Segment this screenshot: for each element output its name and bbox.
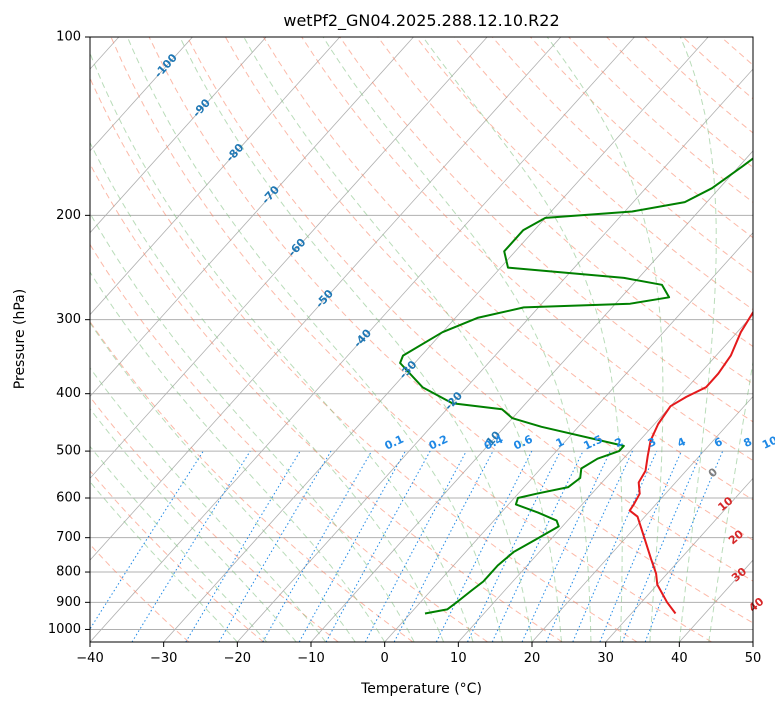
temperature-profile <box>628 310 753 615</box>
moist-adiabat <box>90 445 268 642</box>
dry-adiabat <box>148 37 753 624</box>
dry-adiabat <box>90 320 414 642</box>
dry-adiabat <box>453 37 753 311</box>
x-tick-label: 40 <box>671 651 688 666</box>
y-tick-label: 900 <box>56 595 81 610</box>
isotherm-line <box>605 477 753 642</box>
moist-adiabat <box>90 51 474 642</box>
y-tick-label: 100 <box>56 30 81 45</box>
x-tick-label: −10 <box>297 651 324 666</box>
dry-adiabat <box>90 162 563 642</box>
mixing-ratio-line <box>545 450 633 642</box>
mixing-ratio-line <box>572 450 658 642</box>
moist-adiabat <box>90 407 297 642</box>
x-axis-label: Temperature (°C) <box>360 681 482 697</box>
mixing-ratio-line <box>364 450 467 642</box>
x-tick-label: −40 <box>76 651 103 666</box>
dewpoint-profile <box>399 157 753 615</box>
profile-lines <box>399 157 753 615</box>
x-tick-label: −30 <box>150 651 177 666</box>
isotherm-line <box>90 37 635 642</box>
x-tick-label: −20 <box>224 651 251 666</box>
mixing-ratio-line <box>298 450 406 642</box>
isotherm-line <box>384 232 753 642</box>
x-tick-label: 50 <box>745 651 762 666</box>
x-tick-label: 0 <box>381 651 389 666</box>
moist-adiabat <box>179 37 533 642</box>
moist-adiabat <box>90 481 238 642</box>
isotherm-line <box>90 37 267 234</box>
mixing-ratio-line <box>325 450 431 642</box>
x-tick-label: 20 <box>524 651 541 666</box>
plot-background <box>90 37 753 642</box>
moist-adiabat <box>322 37 592 642</box>
moist-adiabat <box>243 37 562 642</box>
moist-adiabat <box>90 367 327 642</box>
moist-adiabat <box>546 37 664 642</box>
mixing-ratio-line <box>131 450 251 642</box>
dry-adiabat <box>90 543 190 642</box>
dry-adiabat <box>415 37 753 348</box>
dry-adiabat <box>377 37 753 385</box>
moist-adiabat <box>678 37 717 642</box>
y-tick-label: 500 <box>56 444 81 459</box>
chart-title: wetPf2_GN04.2025.288.12.10.R22 <box>283 11 559 31</box>
plot-frame <box>89 36 754 643</box>
y-tick-label: 600 <box>56 491 81 506</box>
background-lines <box>90 37 753 642</box>
y-axis-label: Pressure (hPa) <box>12 289 28 389</box>
y-tick-label: 800 <box>56 565 81 580</box>
isotherm-line <box>531 395 753 642</box>
plot-area <box>90 37 753 642</box>
x-tick-label: 30 <box>597 651 614 666</box>
mixing-ratio-line <box>435 450 533 642</box>
dry-adiabat <box>90 396 339 642</box>
mixing-ratio-label: 10 <box>760 433 775 451</box>
isotherm-line <box>90 37 341 316</box>
moist-adiabat <box>126 37 503 642</box>
isotherm-line <box>90 37 193 152</box>
y-tick-label: 400 <box>56 386 81 401</box>
y-tick-label: 300 <box>56 312 81 327</box>
isotherm-line <box>237 68 753 642</box>
isotherm-line <box>752 641 753 642</box>
isotherm-line <box>90 37 488 479</box>
moist-adiabat <box>90 141 445 642</box>
moist-adiabat <box>90 212 415 642</box>
y-tick-label: 1000 <box>48 622 81 637</box>
isotherm-line <box>90 37 414 398</box>
x-tick-label: 10 <box>450 651 467 666</box>
dry-adiabat <box>90 470 264 642</box>
moist-adiabat <box>708 359 753 642</box>
y-tick-label: 700 <box>56 530 81 545</box>
moist-adiabat <box>422 37 623 642</box>
mixing-ratio-line <box>599 450 682 642</box>
isotherm-line <box>90 37 562 561</box>
dry-adiabat <box>90 243 488 642</box>
mixing-ratio-line <box>90 450 204 630</box>
mixing-ratio-line <box>644 450 724 642</box>
y-tick-label: 200 <box>56 208 81 223</box>
axis-ticks: −40 −30 −20 −10 0 10 20 30 40 50 100 200 300 400 500 60… <box>48 30 761 667</box>
mixing-ratio-line <box>621 450 703 642</box>
isotherm-line <box>163 37 709 642</box>
moist-adiabat <box>90 271 386 642</box>
dry-adiabat <box>110 37 712 642</box>
moist-adiabat <box>90 322 356 642</box>
isotherm-line <box>310 150 753 642</box>
